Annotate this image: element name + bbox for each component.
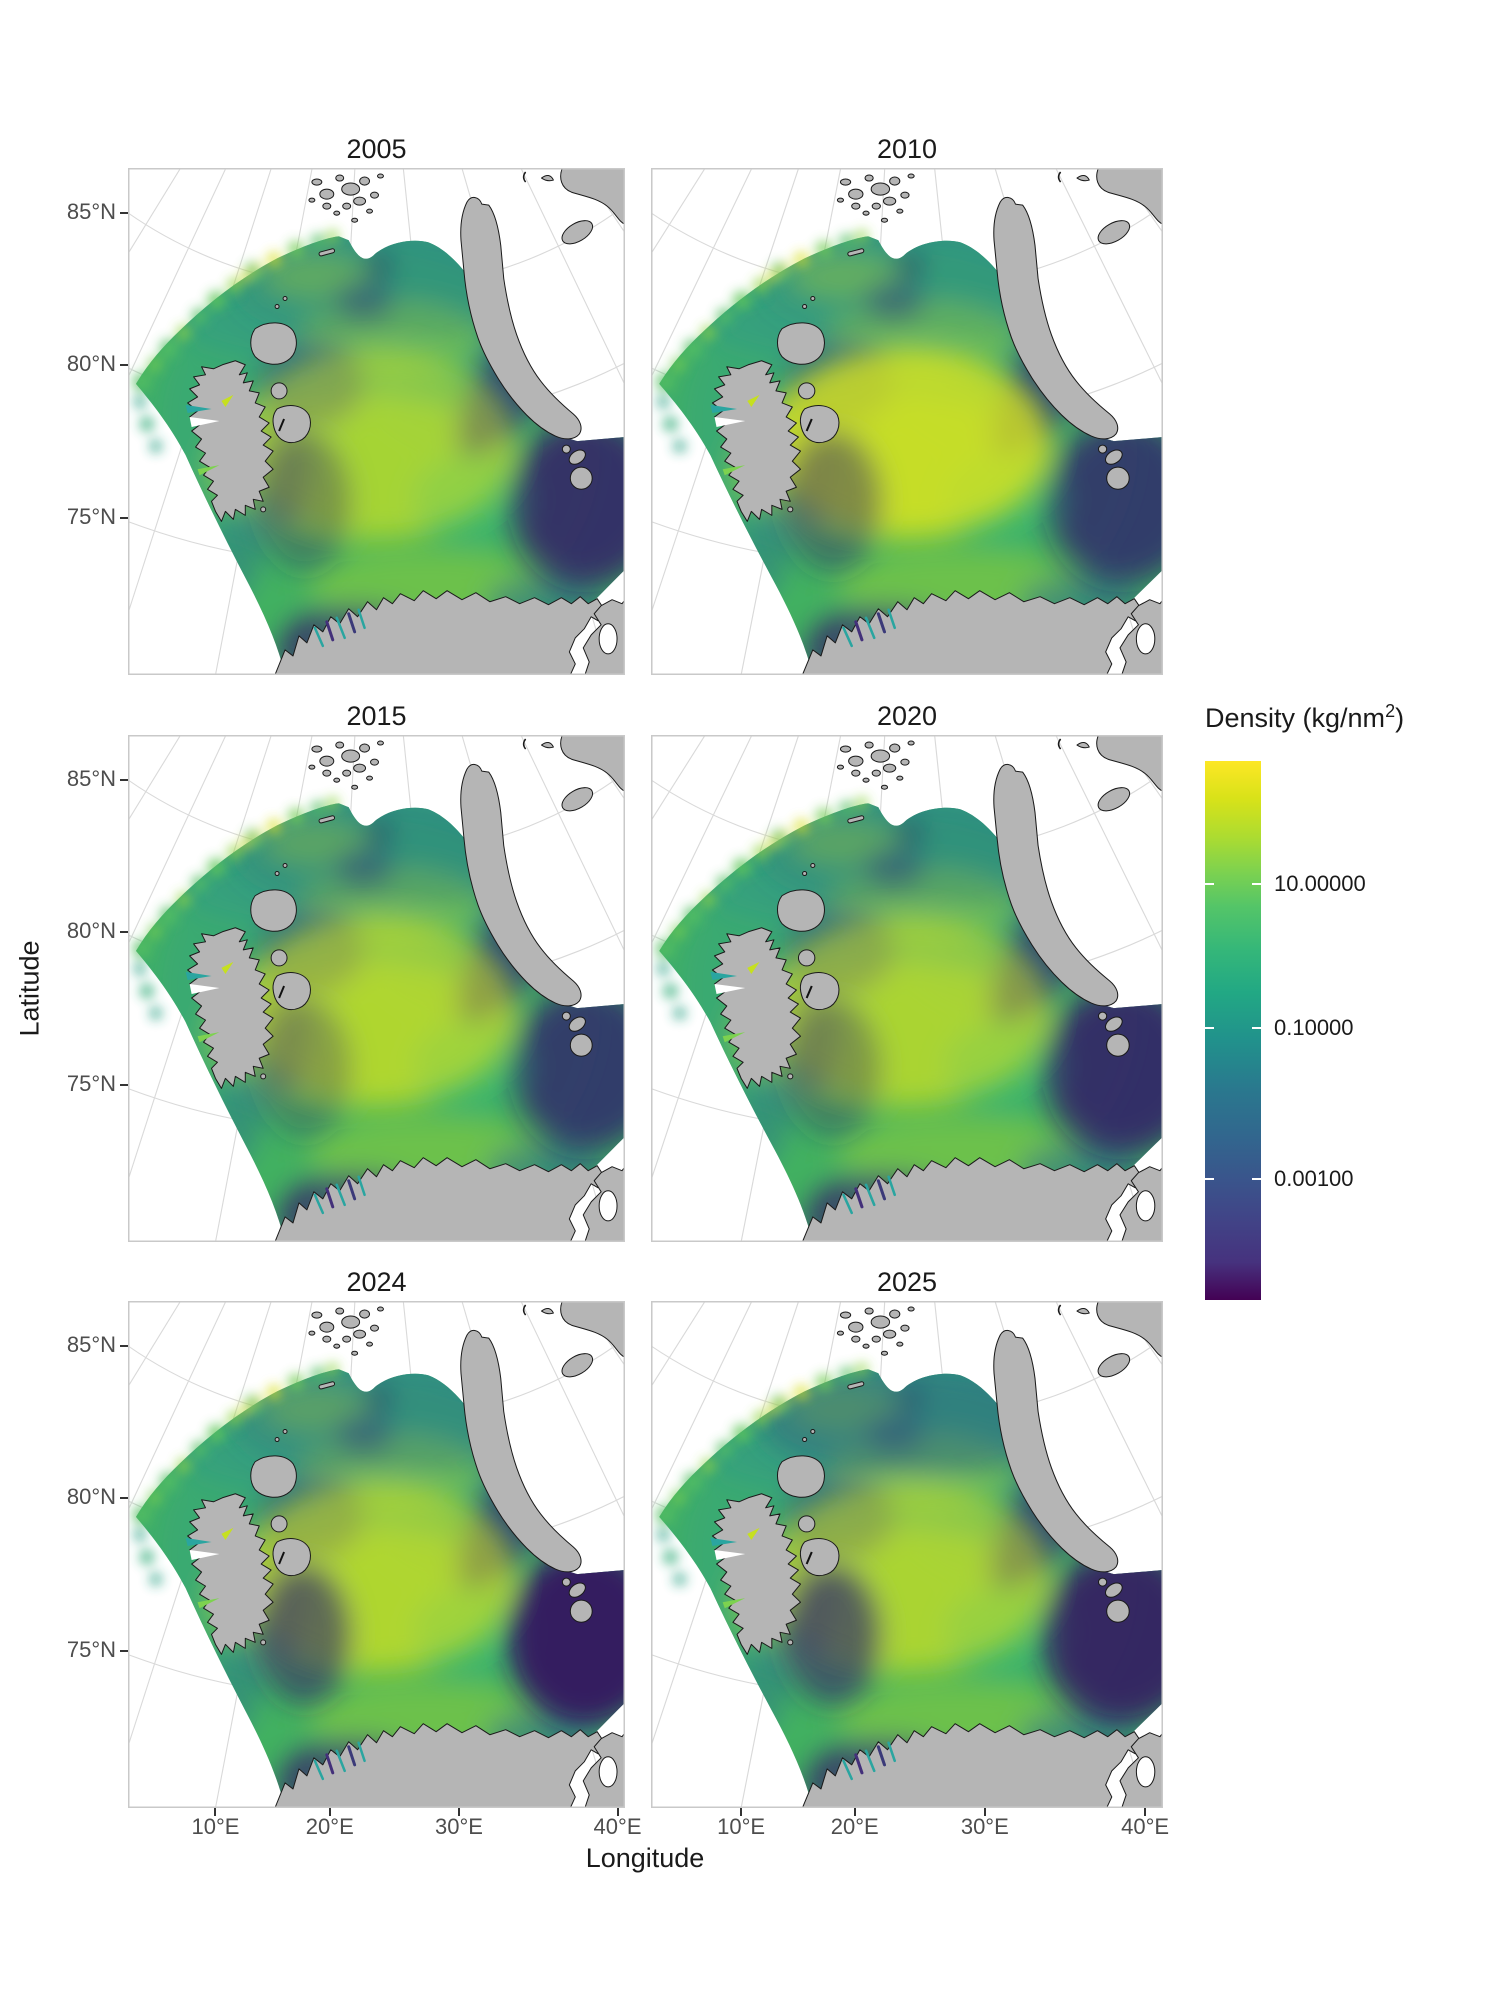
x-tick-mark	[458, 1808, 460, 1816]
y-tick-mark	[120, 1084, 128, 1086]
facet-title-2015: 2015	[346, 701, 407, 731]
map-panel-2024	[128, 1301, 625, 1808]
x-axis-title: Longitude	[585, 1843, 705, 1873]
x-tick-mark	[853, 1808, 856, 1816]
y-tick-label: 85°N	[66, 199, 116, 224]
x-tick-label: 40°E	[1121, 1814, 1170, 1839]
facet-title-2024: 2024	[346, 1267, 407, 1297]
x-tick-label: 30°E	[435, 1814, 483, 1839]
y-tick-mark	[120, 1497, 128, 1499]
y-tick-label: 85°N	[66, 1332, 116, 1357]
colorbar-tick-label: 0.10000	[1274, 1015, 1354, 1040]
colorbar-tick	[1252, 1027, 1261, 1029]
x-tick-mark	[983, 1808, 986, 1816]
y-tick-mark	[120, 212, 128, 214]
colorbar-tick	[1252, 1178, 1261, 1180]
facet-title-2025: 2025	[876, 1267, 938, 1297]
facet-title-2005: 2005	[346, 134, 407, 164]
y-tick-label: 75°N	[66, 1071, 116, 1096]
x-tick-label: 20°E	[830, 1814, 879, 1839]
y-tick-mark	[120, 779, 128, 781]
y-tick-label: 80°N	[66, 1484, 116, 1509]
x-tick-mark	[1144, 1808, 1147, 1816]
y-tick-mark	[120, 1345, 128, 1347]
x-tick-label: 20°E	[305, 1814, 354, 1839]
y-tick-label: 80°N	[66, 351, 116, 376]
x-tick-label: 10°E	[717, 1814, 766, 1839]
map-panel-2010	[651, 168, 1163, 675]
y-tick-mark	[120, 364, 128, 366]
x-tick-label: 10°E	[191, 1814, 240, 1839]
map-panel-2015	[128, 735, 625, 1242]
x-tick-label: 40°E	[593, 1814, 642, 1839]
colorbar-tick-label: 0.00100	[1274, 1166, 1354, 1191]
colorbar-tick	[1205, 1178, 1214, 1180]
y-tick-label: 75°N	[66, 504, 116, 529]
map-panel-2025	[651, 1301, 1163, 1808]
colorbar-tick	[1252, 883, 1261, 885]
facet-title-2020: 2020	[876, 701, 938, 731]
x-tick-label: 30°E	[960, 1814, 1009, 1839]
y-tick-label: 75°N	[66, 1637, 116, 1662]
map-panel-2020	[651, 735, 1163, 1242]
y-tick-mark	[120, 517, 128, 519]
colorbar-tick-label: 10.00000	[1274, 871, 1366, 896]
y-tick-mark	[120, 1650, 128, 1652]
colorbar-tick	[1205, 1027, 1214, 1029]
facet-title-2010: 2010	[876, 134, 938, 164]
x-tick-mark	[214, 1808, 217, 1816]
map-panel-2005	[128, 168, 625, 675]
x-tick-mark	[328, 1808, 331, 1816]
legend-title: Density (kg/nm2)	[1205, 701, 1405, 733]
y-tick-label: 80°N	[66, 918, 116, 943]
x-tick-mark	[616, 1808, 619, 1816]
y-tick-label: 85°N	[66, 766, 116, 791]
colorbar-tick	[1205, 883, 1214, 885]
colorbar	[1205, 761, 1261, 1300]
y-tick-mark	[120, 931, 128, 933]
x-tick-mark	[740, 1808, 743, 1816]
